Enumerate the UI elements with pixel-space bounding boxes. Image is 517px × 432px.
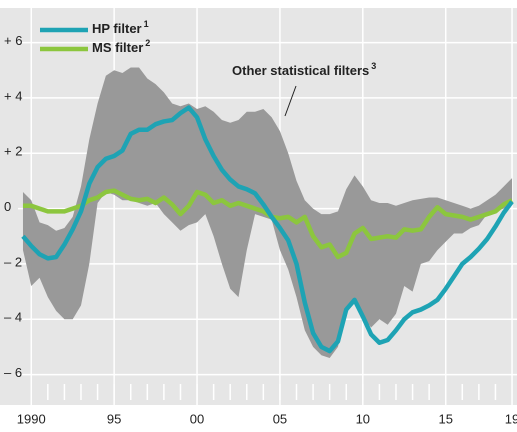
annotation-text: Other statistical filters — [232, 63, 369, 78]
x-tick-label: 10 — [356, 411, 370, 426]
legend-note: 1 — [144, 19, 149, 29]
y-tick-label: 0 — [4, 199, 11, 214]
y-tick-label: + 4 — [4, 88, 22, 103]
y-tick-label: + 2 — [4, 144, 22, 159]
legend-note: 2 — [145, 38, 150, 48]
legend-name: HP filter — [92, 21, 142, 36]
x-tick-label: 1990 — [17, 411, 46, 426]
line — [21, 105, 514, 354]
legend-name: MS filter — [92, 40, 143, 55]
x-tick-label: 05 — [273, 411, 287, 426]
x-tick-label: 19 — [505, 411, 517, 426]
y-tick-label: – 6 — [4, 365, 22, 380]
legend-label: HP filter 1 — [92, 19, 149, 36]
annotation: Other statistical filters 3 — [232, 61, 376, 78]
y-tick-label: + 6 — [4, 33, 22, 48]
y-tick-label: – 4 — [4, 310, 22, 325]
x-tick-label: 15 — [438, 411, 452, 426]
x-tick-label: 00 — [190, 411, 204, 426]
legend-label: MS filter 2 — [92, 38, 150, 55]
y-tick-label: – 2 — [4, 254, 22, 269]
x-tick-label: 95 — [107, 411, 121, 426]
annotation-leader — [284, 85, 297, 117]
annotation-note: 3 — [371, 61, 376, 71]
